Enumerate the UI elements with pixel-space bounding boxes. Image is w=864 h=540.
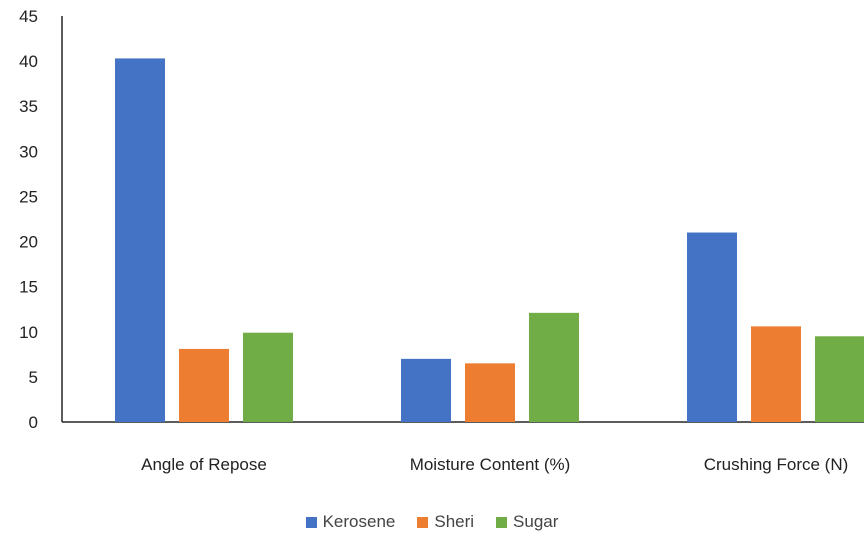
legend: Kerosene Sheri Sugar [0, 512, 864, 532]
legend-swatch [496, 516, 508, 528]
y-tick-label: 5 [29, 368, 38, 387]
y-tick-label: 35 [19, 97, 38, 116]
y-tick-label: 10 [19, 323, 38, 342]
y-tick-label: 0 [29, 413, 38, 432]
bar-sugar-1 [529, 312, 579, 422]
bar-sheri-0 [179, 348, 229, 422]
bars [115, 58, 864, 422]
category-label: Crushing Force (N) [704, 455, 849, 474]
bar-kerosene-1 [401, 358, 451, 422]
legend-item-sheri: Sheri [417, 512, 474, 532]
category-labels: Angle of Repose Moisture Content (%) Crush… [141, 455, 848, 474]
bar-kerosene-2 [687, 232, 737, 422]
y-axis-ticks: 0 5 10 15 20 25 30 35 40 45 [19, 7, 38, 432]
y-tick-label: 30 [19, 142, 38, 161]
bar-kerosene-0 [115, 58, 165, 422]
legend-swatch [305, 516, 317, 528]
y-tick-label: 45 [19, 7, 38, 26]
bar-sugar-0 [243, 332, 293, 422]
legend-label: Sugar [513, 512, 559, 531]
y-tick-label: 20 [19, 233, 38, 252]
legend-swatch [417, 516, 429, 528]
legend-label: Sheri [434, 512, 475, 531]
legend-label: Kerosene [322, 512, 396, 531]
bar-sheri-2 [751, 326, 801, 422]
bar-sheri-1 [465, 363, 515, 422]
category-label: Moisture Content (%) [410, 455, 571, 474]
y-tick-label: 40 [19, 52, 38, 71]
category-label: Angle of Repose [141, 455, 267, 474]
legend-item-kerosene: Kerosene [305, 512, 396, 532]
y-tick-label: 15 [19, 278, 38, 297]
legend-item-sugar: Sugar [496, 512, 558, 532]
bar-sugar-2 [815, 336, 864, 422]
y-tick-label: 25 [19, 187, 38, 206]
